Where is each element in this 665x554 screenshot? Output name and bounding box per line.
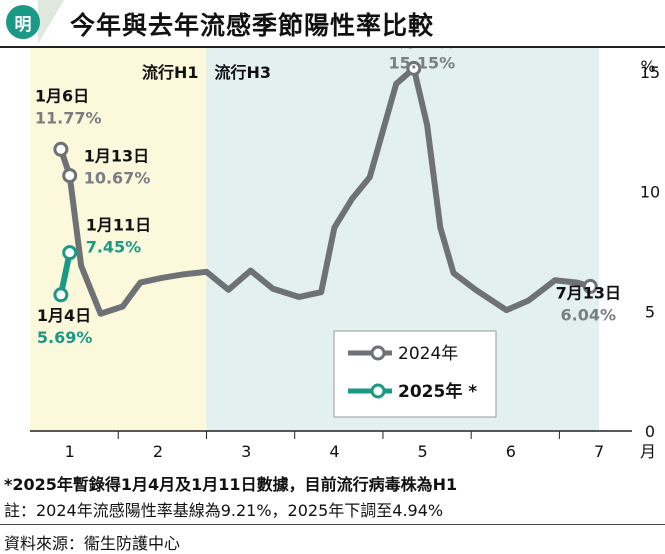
x-tick-label: 4 bbox=[329, 442, 339, 461]
legend-swatch-marker bbox=[370, 383, 386, 399]
annotation-date: 1月13日 bbox=[84, 147, 149, 166]
y-axis-unit: % bbox=[640, 57, 655, 76]
x-tick-label: 7 bbox=[594, 442, 604, 461]
data-point-marker bbox=[582, 278, 598, 294]
annotation-value: 10.67% bbox=[84, 169, 151, 188]
annotation-value: 7.45% bbox=[86, 238, 142, 257]
series-line-2024 bbox=[57, 65, 594, 317]
data-point-marker bbox=[53, 287, 69, 303]
legend-swatch-marker bbox=[370, 345, 386, 361]
x-tick-label: 3 bbox=[241, 442, 251, 461]
region-label-h3: 流行H3 bbox=[214, 63, 271, 82]
publisher-logo: 明 bbox=[6, 5, 40, 39]
y-tick-label: 10 bbox=[640, 183, 660, 202]
y-tick-label: 5 bbox=[645, 302, 655, 321]
annotation-date: 5月11日 bbox=[389, 48, 454, 50]
source-credit: 資料來源：衞生防護中心 bbox=[4, 534, 181, 553]
annotation-value: 15.15% bbox=[389, 53, 456, 72]
legend-label: 2025年 * bbox=[398, 381, 477, 402]
title-divider bbox=[0, 46, 665, 48]
line-chart: 流行H1 流行H3 1 2 3 4 5 6 7 月0 5 10 15% 1月6日 11.77% 1月13日 10… bbox=[30, 48, 660, 461]
region-band-1 bbox=[30, 48, 207, 431]
footnote-2025-data: *2025年暫錄得1月4月及1月11日數據，目前流行病毒株為H1 bbox=[4, 475, 458, 494]
annotation-date: 1月11日 bbox=[86, 216, 151, 235]
x-tick-label: 6 bbox=[506, 442, 516, 461]
annotation-value: 5.69% bbox=[37, 328, 93, 347]
data-point-marker bbox=[62, 168, 78, 184]
y-tick-label: 15 bbox=[640, 63, 660, 82]
logo-ribbon bbox=[38, 0, 64, 44]
annotation-value: 6.04% bbox=[561, 305, 617, 324]
y-tick-label: 0 bbox=[645, 422, 655, 441]
footnote-baseline: 註：2024年流感陽性率基線為9.21%，2025年下調至4.94% bbox=[4, 501, 444, 520]
data-point-marker bbox=[406, 60, 422, 76]
annotation-date: 1月6日 bbox=[35, 86, 89, 105]
annotation-date: 7月13日 bbox=[556, 283, 621, 302]
legend-label: 2024年 bbox=[398, 344, 458, 364]
data-point-marker bbox=[62, 245, 78, 261]
header: 明 今年與去年流感季節陽性率比較 bbox=[0, 0, 665, 48]
source-divider bbox=[0, 524, 665, 525]
region-label-h1: 流行H1 bbox=[142, 63, 199, 82]
annotation-date: 1月4日 bbox=[37, 306, 91, 325]
x-tick-label: 2 bbox=[153, 442, 163, 461]
data-point-marker bbox=[53, 141, 69, 157]
page-title: 今年與去年流感季節陽性率比較 bbox=[70, 11, 435, 40]
x-tick-label: 5 bbox=[418, 442, 428, 461]
legend-box bbox=[333, 330, 497, 418]
x-tick-label: 1 bbox=[65, 442, 75, 461]
annotation-value: 11.77% bbox=[35, 108, 102, 127]
x-axis-unit: 月 bbox=[640, 442, 656, 461]
